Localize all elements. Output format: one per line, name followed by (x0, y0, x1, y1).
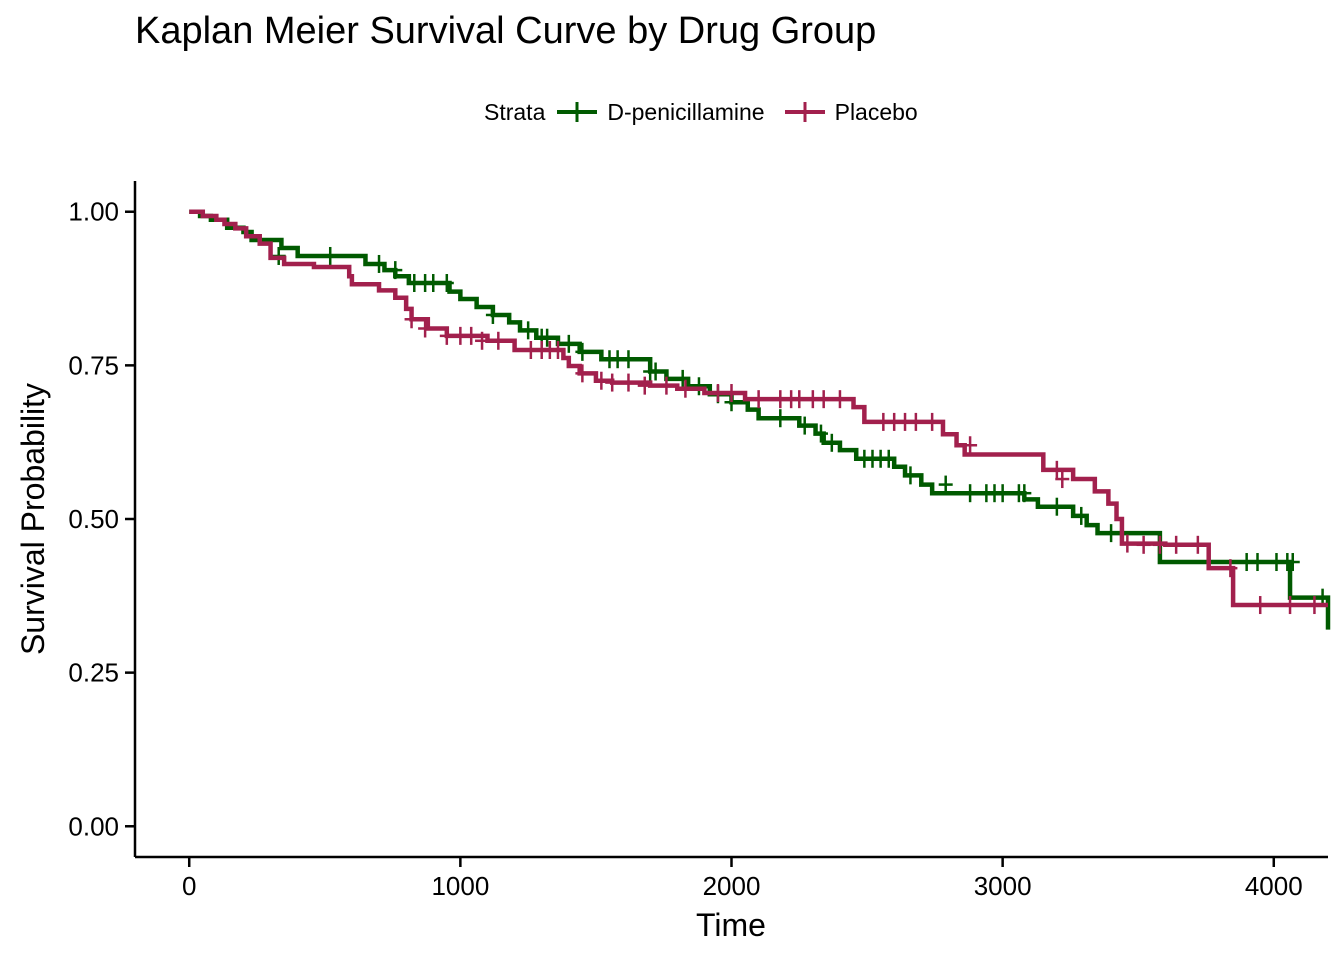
y-tick-label: 1.00 (68, 197, 119, 227)
censor-mark (637, 376, 652, 395)
survival-line-d-penicillamine (189, 209, 1331, 630)
legend-label-d-penicillamine: D-penicillamine (607, 98, 765, 125)
y-tick-label: 0.25 (68, 658, 119, 688)
censor-mark (561, 334, 576, 353)
censor-mark (475, 331, 490, 350)
censor-mark (550, 341, 565, 359)
censor-mark (621, 373, 636, 392)
censor-mark (938, 475, 953, 494)
series-placebo (189, 209, 1328, 615)
series-d-penicillamine (189, 209, 1331, 630)
censor-mark (678, 379, 693, 398)
y-tick-label: 0.50 (68, 504, 119, 534)
censor-mark (925, 412, 940, 431)
survival-curves (189, 209, 1331, 630)
x-tick-label: 4000 (1245, 871, 1303, 901)
censor-mark (710, 384, 725, 403)
censor-mark (1120, 534, 1135, 553)
censor-mark (1283, 596, 1298, 615)
y-tick-label: 0.75 (68, 350, 119, 380)
censor-mark (881, 449, 896, 468)
censor-mark (575, 364, 590, 383)
censor-mark (1152, 535, 1167, 554)
censor-mark (540, 328, 555, 347)
chart-title: Kaplan Meier Survival Curve by Drug Grou… (135, 10, 877, 52)
censor-mark (751, 390, 766, 409)
y-tick-label: 0.00 (68, 811, 119, 841)
censor-mark (792, 390, 807, 409)
x-tick-label: 2000 (703, 871, 761, 901)
censor-mark (675, 369, 690, 388)
x-tick-label: 1000 (431, 871, 489, 901)
censor-mark (1250, 553, 1265, 572)
legend: Strata D-penicillamine Placebo (484, 96, 926, 128)
x-tick-label: 3000 (974, 871, 1032, 901)
censor-mark (372, 254, 387, 273)
x-tick-label: 0 (182, 871, 196, 901)
y-axis-label: Survival Probability (15, 383, 51, 655)
legend-key-d-penicillamine (557, 102, 598, 122)
censor-mark (1190, 535, 1205, 554)
censor-mark (1049, 460, 1064, 479)
censor-mark (659, 376, 674, 395)
censor-mark (963, 484, 978, 503)
censor-mark (1136, 535, 1151, 554)
censor-mark (491, 331, 506, 350)
censor-mark (404, 310, 419, 329)
legend-title: Strata (484, 98, 546, 125)
censor-mark (1285, 553, 1300, 572)
x-axis-label: Time (696, 907, 766, 943)
censor-mark (388, 261, 403, 280)
censor-mark (691, 377, 706, 396)
censor-mark (439, 326, 454, 345)
censor-mark (485, 305, 500, 324)
survival-line-placebo (189, 209, 1328, 608)
x-axis-ticks: 0 1000 2000 3000 4000 (182, 857, 1303, 901)
censor-mark (813, 424, 828, 443)
censor-mark (621, 350, 636, 369)
censor-mark (995, 484, 1010, 503)
censor-mark (1017, 484, 1032, 503)
censor-mark (1223, 559, 1238, 578)
censor-mark (323, 246, 338, 265)
censor-mark (648, 362, 663, 381)
censor-mark (816, 390, 831, 409)
censor-mark (1049, 497, 1064, 516)
censor-mark (1253, 596, 1268, 615)
censor-mark (903, 466, 918, 485)
censor-mark (594, 371, 609, 390)
censor-mark (724, 384, 739, 403)
censor-mark (1307, 596, 1322, 615)
legend-key-placebo (784, 102, 825, 122)
censor-mark (605, 373, 620, 392)
censor-mark (773, 409, 788, 428)
censor-mark (464, 326, 479, 345)
censor-mark (908, 412, 923, 431)
censor-mark (797, 416, 812, 435)
censor-mark (418, 319, 433, 338)
censor-mark (426, 274, 441, 293)
censor-mark (963, 436, 978, 455)
censor-mark (1104, 524, 1119, 543)
censor-mark (1055, 470, 1070, 489)
legend-label-placebo: Placebo (834, 98, 918, 125)
censor-mark (439, 274, 454, 293)
censor-mark (1074, 506, 1089, 525)
censor-mark (521, 321, 536, 340)
y-axis-ticks: 0.00 0.25 0.50 0.75 1.00 (68, 197, 135, 841)
censor-mark (1169, 535, 1184, 554)
censor-mark (832, 390, 847, 409)
censor-mark (824, 433, 839, 452)
censor-mark (575, 342, 590, 361)
